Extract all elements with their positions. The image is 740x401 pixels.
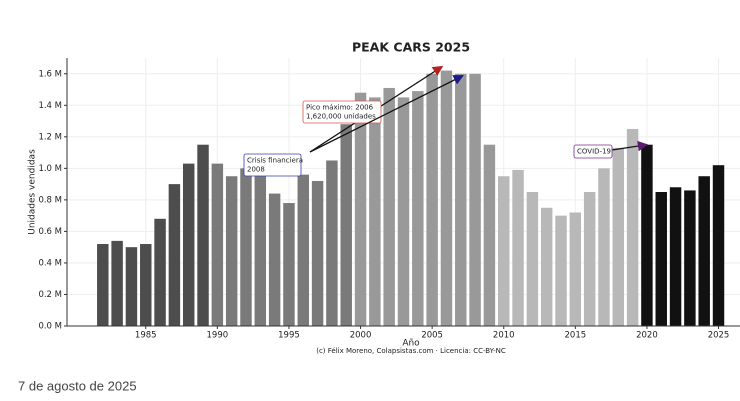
x-tick-label: 2005	[421, 331, 443, 341]
bar	[369, 97, 381, 326]
bar	[641, 144, 653, 326]
bar	[383, 87, 395, 326]
bar	[498, 176, 510, 326]
y-tick-label: 0.2 M	[38, 290, 62, 300]
date: 7 de agosto de 2025	[18, 378, 137, 393]
bar	[268, 193, 281, 326]
bar	[97, 244, 109, 326]
annotation-arrow	[611, 140, 649, 152]
credit: (c) Félix Moreno, Colapsistas.com · Lice…	[316, 347, 506, 355]
bar	[512, 169, 524, 326]
annotation-text: 1,620,000 unidades	[306, 113, 376, 121]
bar	[483, 144, 496, 326]
y-axis-title: Unidades vendidas	[28, 149, 38, 235]
bar	[555, 215, 567, 326]
bar	[455, 73, 467, 326]
bar	[254, 168, 267, 326]
bar	[140, 244, 152, 326]
x-tick-label: 1985	[135, 331, 157, 341]
bar	[225, 176, 238, 326]
bar	[297, 174, 309, 326]
bar	[540, 207, 553, 326]
bar	[426, 73, 438, 326]
y-tick-label: 0.0 M	[38, 322, 62, 332]
annotation-text: Crisis financiera	[247, 157, 303, 165]
bar	[168, 184, 181, 326]
bar	[440, 70, 453, 327]
annotation-text: 2008	[247, 166, 265, 174]
bar	[197, 144, 209, 326]
y-tick-label: 1.2 M	[38, 132, 62, 142]
y-tick-label: 0.4 M	[38, 258, 62, 268]
bar	[469, 73, 481, 326]
bar	[684, 190, 696, 326]
bar	[526, 192, 539, 326]
bar	[240, 168, 252, 326]
y-tick-label: 0.8 M	[38, 195, 62, 205]
bar	[698, 176, 710, 326]
bar	[569, 212, 582, 326]
y-tick-label: 1.4 M	[38, 101, 62, 111]
bar	[712, 165, 725, 326]
x-tick-label: 2020	[636, 331, 658, 341]
annotation-text: COVID-19	[577, 148, 611, 156]
x-tick-label: 2015	[565, 331, 587, 341]
bar	[211, 163, 224, 326]
x-tick-label: 2000	[350, 331, 372, 341]
y-tick-label: 0.6 M	[38, 227, 62, 237]
bar	[412, 91, 424, 326]
annotation-arrow	[309, 75, 464, 153]
bar	[354, 92, 367, 327]
annotation-box	[243, 153, 302, 177]
bar	[326, 160, 338, 326]
y-tick-label: 1.0 M	[38, 164, 62, 174]
bar	[182, 163, 195, 326]
bar	[283, 203, 295, 326]
y-tick-label: 1.6 M	[38, 69, 62, 79]
bar	[655, 192, 667, 326]
x-tick-label: 1995	[278, 331, 300, 341]
bar	[125, 247, 138, 326]
bar	[626, 128, 639, 326]
bar	[583, 192, 596, 326]
x-tick-label: 1990	[207, 331, 229, 341]
bar	[111, 240, 123, 326]
bar	[340, 124, 352, 326]
x-tick-label: 2025	[708, 331, 730, 341]
bar	[154, 218, 166, 326]
bar	[397, 97, 410, 326]
x-axis-title: Año	[402, 339, 420, 349]
bar	[669, 187, 682, 326]
bar	[598, 168, 610, 326]
annotation-box	[573, 144, 613, 159]
annotation-text: Pico máximo: 2006	[306, 104, 374, 112]
bar	[612, 147, 625, 326]
bar	[311, 180, 324, 326]
x-tick-label: 2010	[493, 331, 515, 341]
chart-title: PEAK CARS 2025	[352, 40, 470, 55]
annotation-box	[302, 100, 382, 124]
